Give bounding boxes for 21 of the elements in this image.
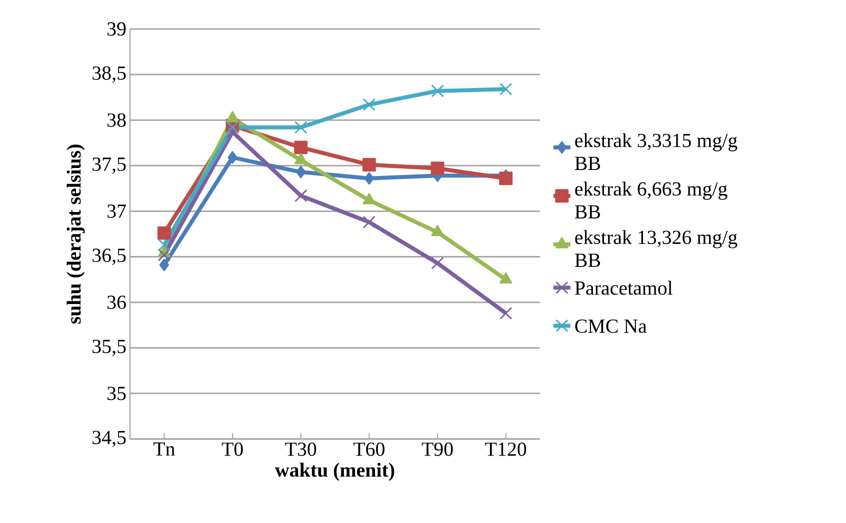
legend-label: Paracetamol (574, 280, 672, 295)
x-tick-label: T60 (353, 442, 384, 456)
legend-label: CMC Na (575, 320, 647, 333)
x-axis-title: waktu (menit) (275, 462, 394, 481)
y-axis-title: suhu (derajat selsius) (66, 144, 85, 324)
y-tick-label: 38,5 (92, 66, 126, 83)
x-tick-label: T30 (285, 442, 316, 456)
x-tick-label: T90 (422, 442, 453, 456)
x-tick-label: T120 (485, 442, 526, 456)
x-tick-label: Tn (153, 442, 175, 456)
y-tick-label: 37 (108, 204, 126, 218)
y-tick-label: 35 (108, 386, 126, 400)
y-tick-label: 35,5 (92, 340, 126, 356)
y-tick-label: 34,5 (92, 430, 126, 448)
x-tick-label: T0 (222, 442, 243, 456)
y-tick-label: 36 (108, 296, 126, 310)
y-tick-label: 39 (108, 22, 126, 36)
y-tick-label: 37,5 (92, 158, 126, 174)
legend-label: ekstrak 13,326 mg/g BB (574, 230, 738, 267)
y-tick-label: 36,5 (92, 248, 126, 265)
y-tick-label: 38 (108, 113, 126, 127)
